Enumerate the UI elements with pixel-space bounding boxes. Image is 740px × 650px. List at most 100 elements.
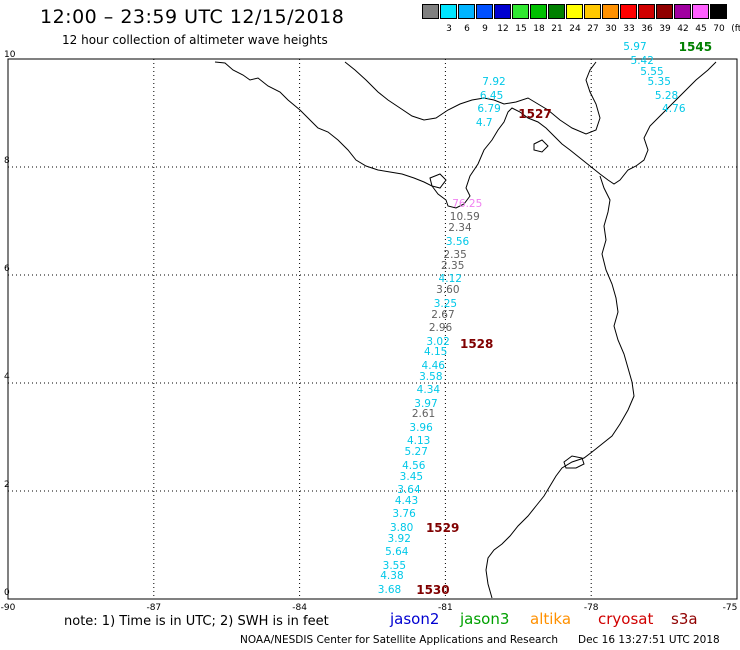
credit-text: NOAA/NESDIS Center for Satellite Applica… — [240, 634, 558, 646]
wave-height-value: 5.28 — [654, 89, 679, 102]
island-1 — [429, 173, 447, 189]
x-tick-label: -75 — [722, 603, 738, 613]
wave-height-value: 4.76 — [662, 103, 686, 116]
wave-height-value: 5.97 — [623, 41, 647, 54]
legend-label: 3 — [446, 24, 452, 34]
legend-label: 36 — [641, 24, 653, 34]
wave-height-value: 10.59 — [449, 211, 480, 224]
legend-swatch — [602, 4, 619, 19]
wave-height-value: 3.80 — [389, 521, 414, 534]
wave-height-value: 3.96 — [409, 421, 433, 434]
wave-height-value: 4.12 — [438, 273, 462, 286]
satellite-jason2: jason2 — [390, 610, 440, 628]
legend-label: 30 — [605, 24, 617, 34]
legend-label: 70 — [713, 24, 725, 34]
legend-swatch — [458, 4, 475, 19]
lat-lon-grid — [8, 59, 737, 599]
satellite-jason3: jason3 — [460, 610, 510, 628]
x-tick-label: -87 — [146, 603, 162, 613]
wave-height-value: 3.97 — [414, 397, 438, 410]
coastline-north-inner — [344, 61, 601, 135]
legend-swatch — [530, 4, 547, 19]
legend-label: 18 — [533, 24, 545, 34]
legend-swatch — [710, 4, 727, 19]
x-tick-label: -90 — [0, 603, 16, 613]
island-2 — [563, 455, 585, 469]
wave-height-value: 4.15 — [423, 346, 448, 359]
legend-swatch — [476, 4, 493, 19]
legend-swatch — [692, 4, 709, 19]
legend-swatch — [674, 4, 691, 19]
satellite-s3a: s3a — [671, 610, 698, 628]
wave-height-value: 4.56 — [402, 459, 426, 472]
legend-swatch — [566, 4, 583, 19]
x-tick-label: -78 — [583, 603, 599, 613]
legend-label: 12 — [497, 24, 509, 34]
wave-height-value: 6.79 — [477, 103, 501, 116]
legend-label: 15 — [515, 24, 527, 34]
y-tick-label: 0 — [4, 588, 10, 598]
wave-height-value: 3.02 — [426, 335, 450, 348]
wave-height-value: 3.56 — [445, 235, 470, 248]
legend-swatch — [512, 4, 529, 19]
pass-time-label: 1545 — [678, 40, 713, 55]
y-tick-label: 6 — [4, 264, 10, 274]
satellite-altika: altika — [530, 610, 572, 628]
legend-swatch — [548, 4, 565, 19]
wave-height-value: 4.46 — [421, 359, 445, 372]
wave-height-value: 2.35 — [440, 259, 465, 272]
generated-timestamp: Dec 16 13:27:51 UTC 2018 — [578, 634, 720, 646]
wave-height-value: 2.61 — [411, 408, 436, 421]
y-tick-label: 2 — [4, 480, 10, 490]
page-subtitle: 12 hour collection of altimeter wave hei… — [62, 33, 328, 47]
legend-label: 24 — [569, 24, 581, 34]
pass-time-label: 1529 — [425, 520, 460, 535]
wave-height-value: 3.25 — [433, 297, 458, 310]
wave-height-value: 4.43 — [394, 494, 419, 507]
legend-label: 33 — [623, 24, 635, 34]
legend-label: 39 — [659, 24, 671, 34]
wave-height-value: 2.34 — [448, 222, 472, 235]
island-3 — [533, 139, 549, 153]
wave-height-value: 3.58 — [419, 370, 443, 383]
legend-label: 6 — [464, 24, 470, 34]
y-tick-label: 8 — [4, 156, 10, 166]
wave-height-value: 6.45 — [479, 89, 504, 102]
wave-height-value: 5.55 — [640, 65, 664, 78]
pass-time-label: 1530 — [416, 582, 450, 597]
wave-height-value: 3.45 — [399, 470, 424, 483]
legend-swatch — [494, 4, 511, 19]
legend-label: 27 — [587, 24, 599, 34]
coastline-north — [214, 61, 717, 209]
wave-height-value: 3.68 — [377, 583, 402, 596]
wave-height-value: 3.60 — [436, 284, 460, 297]
legend-swatch — [584, 4, 601, 19]
coastline-colombia — [485, 175, 635, 599]
pass-time-label: 1528 — [459, 337, 494, 352]
legend-swatch — [620, 4, 637, 19]
x-tick-label: -81 — [438, 603, 453, 613]
legend-swatch — [638, 4, 655, 19]
legend-label: 9 — [482, 24, 488, 34]
wave-height-value: 5.42 — [630, 54, 654, 67]
wave-height-value: 3.92 — [387, 532, 411, 545]
wave-height-value: 3.55 — [382, 559, 407, 572]
wave-height-value: 3.76 — [392, 508, 416, 521]
wave-height-value: 4.7 — [475, 116, 493, 129]
satellite-cryosat: cryosat — [598, 610, 654, 628]
wave-height-value: 5.35 — [647, 76, 671, 89]
legend-label: 21 — [551, 24, 563, 34]
pass-time-label: 1527 — [518, 106, 552, 121]
legend-label: 45 — [695, 24, 707, 34]
wave-height-value: 5.64 — [385, 546, 409, 559]
wave-height-value: 4.34 — [416, 384, 441, 397]
wave-height-value: 5.27 — [404, 446, 428, 459]
wave-height-value: 2.35 — [443, 249, 467, 262]
wave-height-value: 3.64 — [397, 484, 421, 496]
y-tick-label: 10 — [4, 50, 16, 60]
map-frame — [7, 58, 738, 600]
legend-swatch — [422, 4, 439, 19]
footer-note: note: 1) Time is in UTC; 2) SWH is in fe… — [64, 614, 329, 629]
legend-label: 42 — [677, 24, 689, 34]
